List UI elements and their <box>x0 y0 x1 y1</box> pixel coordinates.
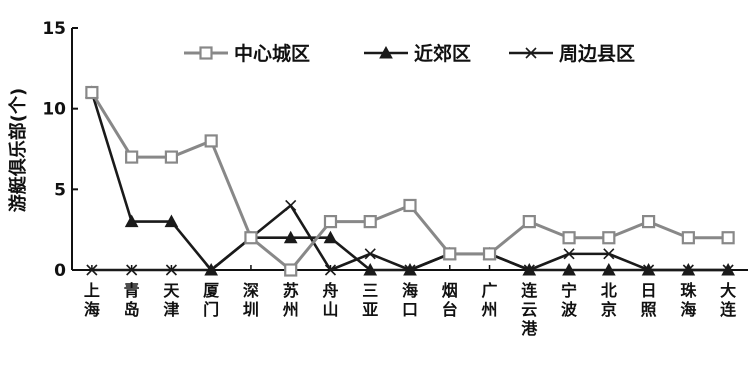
data-point <box>164 214 179 228</box>
data-point <box>324 264 337 276</box>
x-tick-label: 烟台 <box>442 281 458 319</box>
data-point <box>85 85 99 100</box>
data-point <box>562 231 576 245</box>
data-point <box>482 247 497 261</box>
x-tick-label: 北京 <box>601 281 617 319</box>
series-line <box>90 92 729 272</box>
series-line <box>91 204 729 272</box>
legend-label: 近郊区 <box>414 42 471 65</box>
y-tick-label: 15 <box>42 19 66 39</box>
data-point <box>522 215 536 229</box>
x-marker-stroke <box>603 248 615 260</box>
legend: 中心城区 近郊区 周边县区 <box>184 42 635 65</box>
data-point <box>323 215 338 229</box>
legend-marker <box>199 46 213 60</box>
x-marker-stroke <box>563 248 575 260</box>
legend-marker <box>379 45 393 59</box>
x-tick-label: 大连 <box>720 281 737 319</box>
data-point <box>641 262 656 276</box>
x-tick-label: 舟山 <box>322 281 338 319</box>
x-tick-label: 苏州 <box>282 281 299 319</box>
data-point <box>364 248 376 260</box>
x-tick-label: 三亚 <box>362 281 378 319</box>
x-tick-label: 上海 <box>84 281 100 319</box>
y-ticks: 0 5 10 15 <box>42 19 78 281</box>
x-tick-label: 连云港 <box>521 281 538 338</box>
x-tick-label: 宁波 <box>561 281 578 319</box>
data-point <box>363 215 377 229</box>
x-tick-label: 厦门 <box>203 281 220 319</box>
data-point <box>86 264 98 276</box>
x-tick-label: 海口 <box>402 281 418 319</box>
x-marker-stroke <box>324 264 337 276</box>
data-point <box>602 231 616 245</box>
data-point <box>681 231 695 245</box>
data-point <box>562 262 576 276</box>
y-tick-label: 10 <box>42 100 66 120</box>
data-point <box>323 230 338 244</box>
data-point <box>403 198 417 213</box>
data-point <box>204 262 219 276</box>
data-point <box>363 262 378 276</box>
series-2 <box>85 85 735 276</box>
data-point <box>283 230 298 244</box>
x-tick-label: 广州 <box>481 281 498 319</box>
data-point <box>285 199 297 212</box>
data-point <box>244 231 258 245</box>
x-tick-label: 青岛 <box>124 281 140 319</box>
x-tick-label: 深圳 <box>243 281 259 319</box>
y-axis-label: 游艇俱乐部(个) <box>7 88 29 212</box>
legend-marker <box>525 47 537 59</box>
x-marker-stroke <box>126 264 138 276</box>
data-point <box>204 134 218 148</box>
data-point <box>641 215 656 229</box>
x-marker-stroke <box>86 264 98 276</box>
data-point <box>126 264 138 276</box>
legend-label: 中心城区 <box>234 42 310 65</box>
data-point <box>124 214 139 228</box>
data-point <box>721 262 735 276</box>
data-point <box>165 264 177 276</box>
data-point <box>681 262 696 276</box>
axes <box>71 28 748 271</box>
legend-item: 近郊区 <box>364 42 471 65</box>
x-marker-stroke <box>525 47 537 59</box>
data-point <box>601 262 616 276</box>
data-point <box>721 231 735 245</box>
x-marker-stroke <box>285 199 297 212</box>
x-tick-label: 珠海 <box>680 281 697 319</box>
data-point <box>403 262 417 276</box>
legend-item: 周边县区 <box>509 43 635 65</box>
y-tick-label: 0 <box>54 261 66 281</box>
data-point <box>563 248 575 260</box>
data-point <box>522 262 537 276</box>
data-point <box>164 150 179 164</box>
x-tick-label: 日照 <box>641 281 657 319</box>
series-group <box>85 85 735 277</box>
legend-item: 中心城区 <box>184 42 310 65</box>
x-marker-stroke <box>165 264 177 276</box>
data-point <box>125 150 139 164</box>
series-1 <box>85 85 735 277</box>
series-line <box>90 91 729 272</box>
data-point <box>284 263 298 277</box>
x-tick-label: 天津 <box>163 281 180 319</box>
data-point <box>603 248 615 260</box>
y-tick-label: 5 <box>54 180 66 200</box>
x-marker-stroke <box>364 248 376 260</box>
data-point <box>443 247 457 261</box>
legend-label: 周边县区 <box>559 43 635 65</box>
